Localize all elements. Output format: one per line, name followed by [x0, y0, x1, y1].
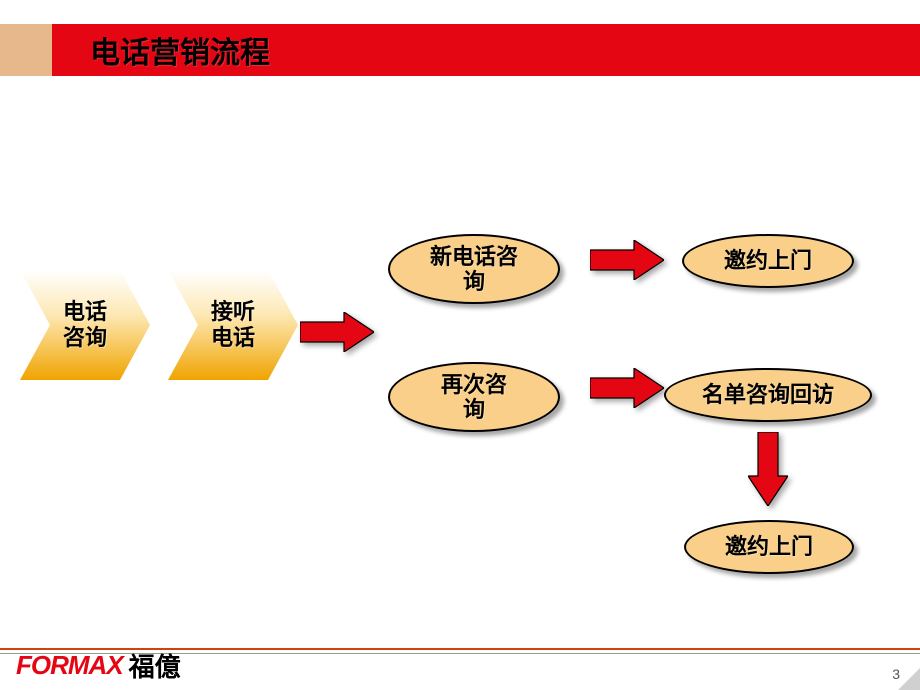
chevron-phone-consult: 电话咨询 [20, 270, 150, 380]
node-label: 再次咨询 [433, 372, 515, 423]
node-label: 新电话咨询 [422, 244, 526, 295]
arrow-down-1 [748, 432, 788, 506]
chevron-answer-phone: 接听电话 [168, 270, 298, 380]
node-invite-visit-bottom: 邀约上门 [684, 520, 854, 574]
arrow-right-1 [300, 312, 374, 352]
title-accent [0, 24, 52, 76]
page-number: 3 [892, 666, 900, 682]
chevron-label: 接听电话 [211, 299, 255, 352]
logo-chinese: 福億 [129, 647, 181, 684]
node-new-phone-consult: 新电话咨询 [388, 234, 560, 304]
slide: 电话营销流程 电话咨询 接听电话 新电话咨询 [0, 0, 920, 690]
logo: FORMAX 福億 [16, 647, 181, 684]
node-invite-visit-top: 邀约上门 [682, 234, 854, 288]
node-consult-again: 再次咨询 [388, 362, 560, 432]
logo-latin: FORMAX [16, 650, 123, 681]
node-label: 邀约上门 [717, 534, 821, 559]
title-main: 电话营销流程 [52, 24, 920, 76]
node-list-followup: 名单咨询回访 [664, 368, 872, 422]
arrow-right-3 [590, 368, 664, 408]
chevron-label: 电话咨询 [63, 299, 107, 352]
title-bar: 电话营销流程 [0, 24, 920, 76]
node-label: 名单咨询回访 [694, 382, 842, 407]
page-corner-icon [898, 668, 920, 690]
node-label: 邀约上门 [716, 248, 820, 273]
page-title: 电话营销流程 [90, 28, 270, 72]
arrow-right-2 [590, 240, 664, 280]
